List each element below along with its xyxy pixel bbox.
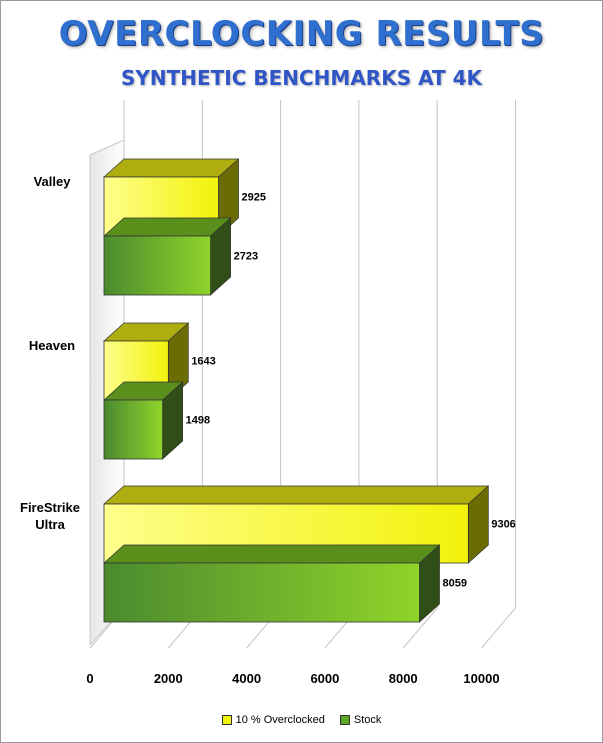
category-label: Ultra <box>35 517 65 532</box>
chart-title: OVERCLOCKING RESULTS <box>58 14 545 54</box>
bar-stock <box>103 235 212 296</box>
legend-label-overclocked: 10 % Overclocked <box>235 714 325 727</box>
bar-overclocked-top <box>103 158 240 178</box>
x-tick-label: 4000 <box>232 671 261 686</box>
bar-stock-top <box>103 217 232 237</box>
category-label: Valley <box>34 174 72 189</box>
category-label: FireStrike <box>20 500 80 515</box>
legend-label-stock: Stock <box>353 714 382 727</box>
data-label: 1643 <box>191 356 215 368</box>
bar-chart: 0 2000 4000 6000 8000 10000 Valley Heaven FireSt… <box>20 100 516 686</box>
chart-subtitle: SYNTHETIC BENCHMARKS AT 4K <box>120 66 483 90</box>
grid-floor-line <box>481 607 516 649</box>
x-tick-label: 0 <box>86 671 93 686</box>
x-tick-label: 8000 <box>389 671 418 686</box>
x-tick-label: 10000 <box>463 671 499 686</box>
data-label: 1498 <box>186 415 210 427</box>
data-label: 9306 <box>491 519 515 531</box>
legend-item-stock: Stock <box>339 714 382 727</box>
bar-stock-top <box>103 544 441 564</box>
data-label: 8059 <box>443 578 467 590</box>
legend-item-overclocked: 10 % Overclocked <box>221 714 325 727</box>
grid-floor-line <box>402 607 438 649</box>
legend-swatch-overclocked <box>221 715 232 726</box>
bar-stock <box>103 562 420 623</box>
bar-stock <box>103 399 164 460</box>
x-tick-label: 2000 <box>154 671 183 686</box>
category-label: Heaven <box>29 338 75 353</box>
x-tick-label: 6000 <box>310 671 339 686</box>
chart-legend: 10 % Overclocked Stock <box>0 714 603 726</box>
data-label: 2925 <box>242 192 266 204</box>
legend-swatch-stock <box>339 715 350 726</box>
data-label: 2723 <box>234 251 258 263</box>
bar-overclocked-top <box>103 485 490 505</box>
